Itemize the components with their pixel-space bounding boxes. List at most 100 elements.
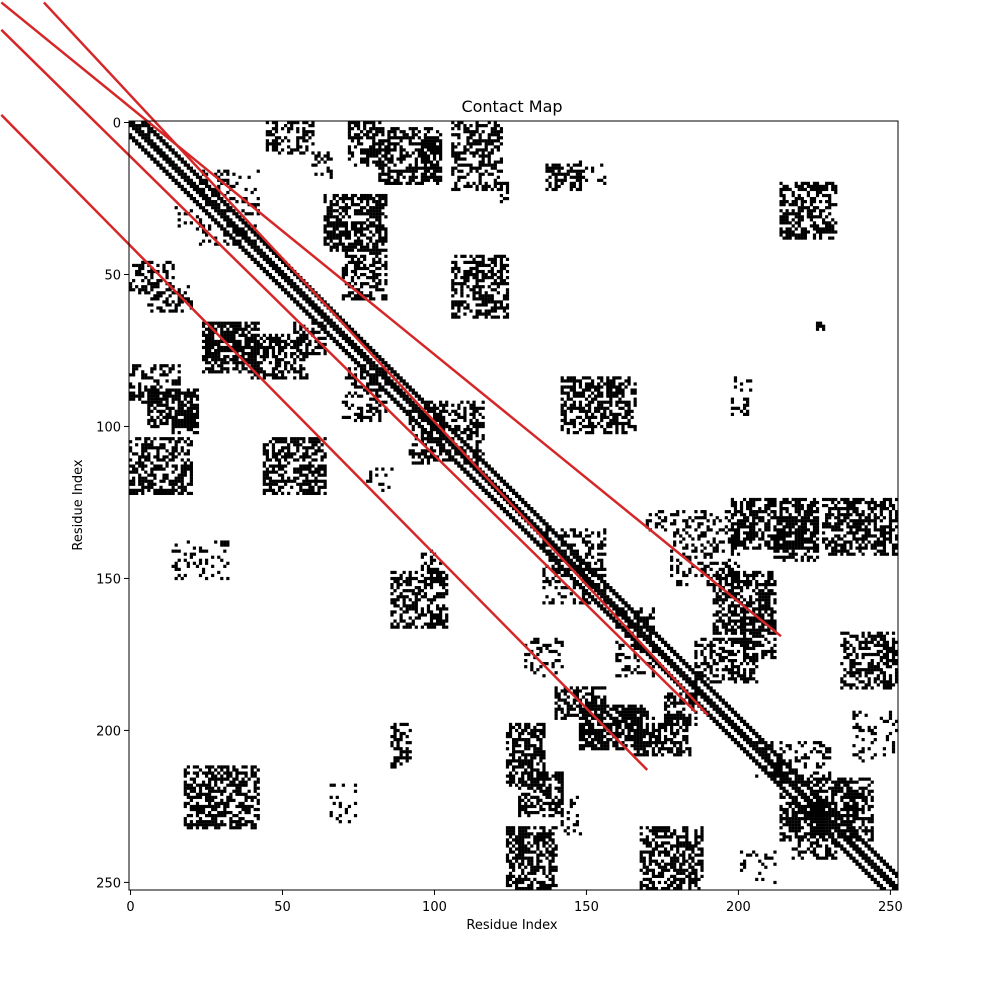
contact-cell — [165, 437, 169, 441]
contact-cell — [369, 127, 373, 131]
contact-cell — [803, 516, 807, 520]
contact-cell — [217, 345, 221, 350]
contact-cell — [867, 528, 871, 532]
contact-cell — [366, 266, 370, 271]
contact-cell — [466, 184, 470, 189]
contact-cell — [244, 224, 248, 228]
contact-cell — [384, 196, 388, 201]
contact-cell — [493, 257, 497, 261]
contact-cell — [317, 345, 321, 350]
contact-cell — [360, 157, 364, 161]
contact-cell — [496, 503, 500, 508]
contact-cell — [466, 172, 470, 176]
contact-cell — [475, 276, 479, 280]
contact-cell — [414, 127, 418, 131]
contact-cell — [180, 400, 184, 404]
contact-cell — [882, 500, 886, 505]
contact-cell — [165, 421, 169, 426]
contact-cell — [828, 510, 832, 514]
contact-cell — [302, 479, 306, 483]
contact-cell — [712, 519, 716, 523]
contact-cell — [448, 427, 452, 432]
contact-cell — [624, 409, 628, 413]
contact-cell — [475, 418, 479, 423]
contact-cell — [481, 400, 485, 404]
contact-cell — [785, 221, 789, 225]
contact-cell — [369, 221, 373, 225]
contact-cell — [274, 127, 279, 131]
contact-cell — [384, 236, 388, 240]
contact-cell — [439, 415, 443, 420]
contact-cell — [177, 491, 181, 496]
contact-cell — [147, 376, 151, 380]
contact-cell — [141, 455, 145, 459]
contact-cell — [749, 534, 753, 538]
contact-cell — [241, 230, 245, 234]
contact-cell — [341, 330, 345, 334]
contact-cell — [268, 142, 273, 146]
contact-cell — [499, 157, 504, 161]
contact-cell — [846, 510, 850, 514]
contact-cell — [314, 330, 318, 334]
contact-cell — [138, 382, 142, 386]
contact-cell — [338, 233, 342, 237]
contact-cell — [271, 148, 276, 152]
contact-cell — [806, 507, 810, 511]
contact-cell — [788, 522, 792, 526]
contact-cell — [198, 221, 203, 225]
contact-cell — [305, 336, 309, 340]
contact-cell — [597, 394, 601, 398]
contact-cell — [399, 151, 403, 155]
contact-cell — [277, 257, 282, 261]
contact-cell — [217, 212, 221, 216]
contact-cell — [208, 330, 212, 334]
contact-cell — [572, 379, 576, 383]
contact-cell — [490, 479, 494, 483]
contact-cell — [785, 531, 789, 535]
contact-cell — [496, 485, 500, 489]
contact-cell — [232, 196, 236, 201]
contact-cell — [861, 510, 865, 514]
contact-cell — [834, 203, 838, 207]
contact-cell — [502, 181, 507, 185]
contact-cell — [369, 403, 373, 407]
contact-cell — [435, 151, 440, 155]
contact-cell — [247, 239, 251, 243]
contact-cell — [356, 348, 361, 353]
contact-cell — [302, 330, 306, 334]
contact-cell — [408, 452, 412, 456]
contact-cell — [217, 203, 221, 207]
contact-cell — [198, 178, 203, 182]
contact-cell — [739, 513, 744, 517]
contact-cell — [423, 166, 428, 170]
contact-cell — [129, 121, 133, 125]
contact-cell — [220, 196, 224, 201]
contact-cell — [274, 491, 279, 496]
contact-cell — [496, 130, 500, 134]
contact-cell — [554, 184, 558, 189]
contact-cell — [189, 464, 193, 468]
contact-cell — [180, 294, 184, 298]
contact-cell — [232, 336, 236, 340]
contact-cell — [381, 297, 385, 301]
contact-cell — [858, 513, 862, 517]
contact-cell — [411, 427, 415, 432]
contact-cell — [369, 418, 373, 423]
contact-cell — [168, 303, 172, 307]
contact-cell — [779, 513, 783, 517]
contact-cell — [499, 488, 504, 492]
contact-cell — [435, 148, 440, 152]
contact-cell — [378, 157, 382, 161]
contact-cell — [834, 540, 838, 544]
contact-cell — [375, 276, 379, 280]
contact-cell — [420, 434, 424, 438]
contact-cell — [363, 370, 367, 374]
contact-cell — [703, 531, 707, 535]
contact-cell — [186, 409, 190, 413]
contact-cell — [353, 272, 358, 277]
contact-cell — [688, 534, 692, 538]
contact-cell — [645, 522, 649, 526]
contact-cell — [308, 461, 312, 465]
contact-cell — [211, 330, 215, 334]
contact-cell — [338, 236, 342, 240]
